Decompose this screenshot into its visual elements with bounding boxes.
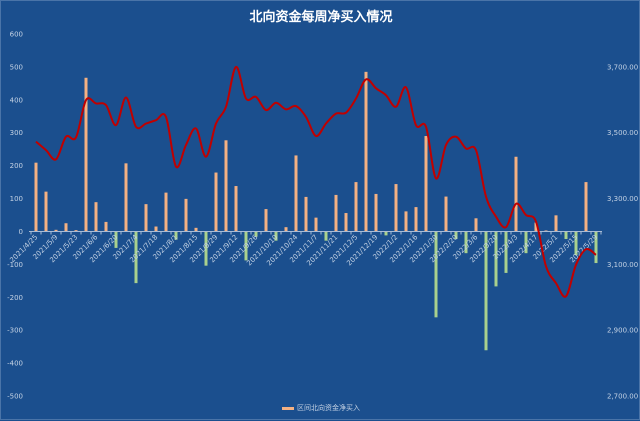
bar <box>264 209 268 232</box>
y-left-tick-label: -300 <box>7 327 23 335</box>
bar <box>294 155 298 232</box>
bar <box>514 156 518 232</box>
bar <box>54 229 58 232</box>
y-left-tick-label: 0 <box>19 228 23 236</box>
bar <box>354 182 358 232</box>
bar <box>144 204 148 232</box>
y-right-tick-label: 2,900.00 <box>607 327 638 335</box>
bar <box>114 231 118 248</box>
bar <box>504 231 508 273</box>
bar <box>44 191 48 232</box>
y-right-tick-label: 3,100.00 <box>607 261 638 269</box>
y-left-tick-label: -200 <box>7 294 23 302</box>
y-left-tick-label: 300 <box>10 129 23 137</box>
bar <box>214 172 218 232</box>
bar <box>334 194 338 232</box>
legend-swatch-bar <box>282 406 294 410</box>
bar <box>164 192 168 232</box>
y-right-tick-label: 3,300.00 <box>607 195 638 203</box>
bar <box>384 231 388 236</box>
bar <box>204 231 208 266</box>
bar <box>124 163 128 232</box>
y-left-tick-label: 100 <box>10 195 23 203</box>
bar <box>404 211 408 232</box>
bar <box>464 231 468 254</box>
bar <box>34 162 38 232</box>
bar <box>444 196 448 232</box>
bar <box>364 71 368 232</box>
y-left-tick-label: -500 <box>7 393 23 401</box>
bar <box>584 182 588 232</box>
bar <box>154 226 158 232</box>
y-left-tick-label: 600 <box>10 31 23 39</box>
bar <box>284 227 288 232</box>
bar <box>244 231 248 261</box>
bar <box>234 186 238 232</box>
bar <box>574 231 578 256</box>
bar <box>74 230 78 232</box>
bar <box>564 231 568 240</box>
bar <box>104 221 108 232</box>
y-left-tick-label: 400 <box>10 96 23 104</box>
bar <box>324 231 328 241</box>
bar <box>424 136 428 232</box>
y-right-tick-label: 3,700.00 <box>607 63 638 71</box>
y-left-tick-label: -400 <box>7 360 23 368</box>
bar <box>524 231 528 254</box>
bar <box>394 184 398 232</box>
bar <box>94 202 98 232</box>
bar <box>254 231 258 237</box>
y-left-tick-label: 500 <box>10 63 23 71</box>
bar <box>194 227 198 232</box>
bar <box>474 218 478 232</box>
bar <box>224 140 228 232</box>
bar <box>434 231 438 318</box>
legend: 区间北向资金净买入 <box>1 403 640 413</box>
bar <box>184 198 188 232</box>
y-right-tick-label: 2,700.00 <box>607 393 638 401</box>
bar <box>134 231 138 284</box>
bar <box>534 222 538 232</box>
bar <box>414 207 418 232</box>
legend-label: 区间北向资金净买入 <box>297 404 360 412</box>
bar <box>454 231 458 240</box>
bar <box>274 231 278 241</box>
y-left-tick-label: -100 <box>7 261 23 269</box>
bar <box>594 231 598 264</box>
bar <box>484 231 488 351</box>
index-line <box>35 65 597 298</box>
bar <box>64 223 68 232</box>
bar <box>554 215 558 232</box>
bar <box>304 196 308 232</box>
bar <box>84 77 88 232</box>
y-left-tick-label: 200 <box>10 162 23 170</box>
chart-title: 北向资金每周净买入情况 <box>249 10 393 25</box>
bar <box>374 193 378 232</box>
bar <box>344 213 348 232</box>
y-right-tick-label: 3,500.00 <box>607 129 638 137</box>
bar <box>174 231 178 240</box>
bar <box>314 217 318 232</box>
bar <box>494 231 498 287</box>
